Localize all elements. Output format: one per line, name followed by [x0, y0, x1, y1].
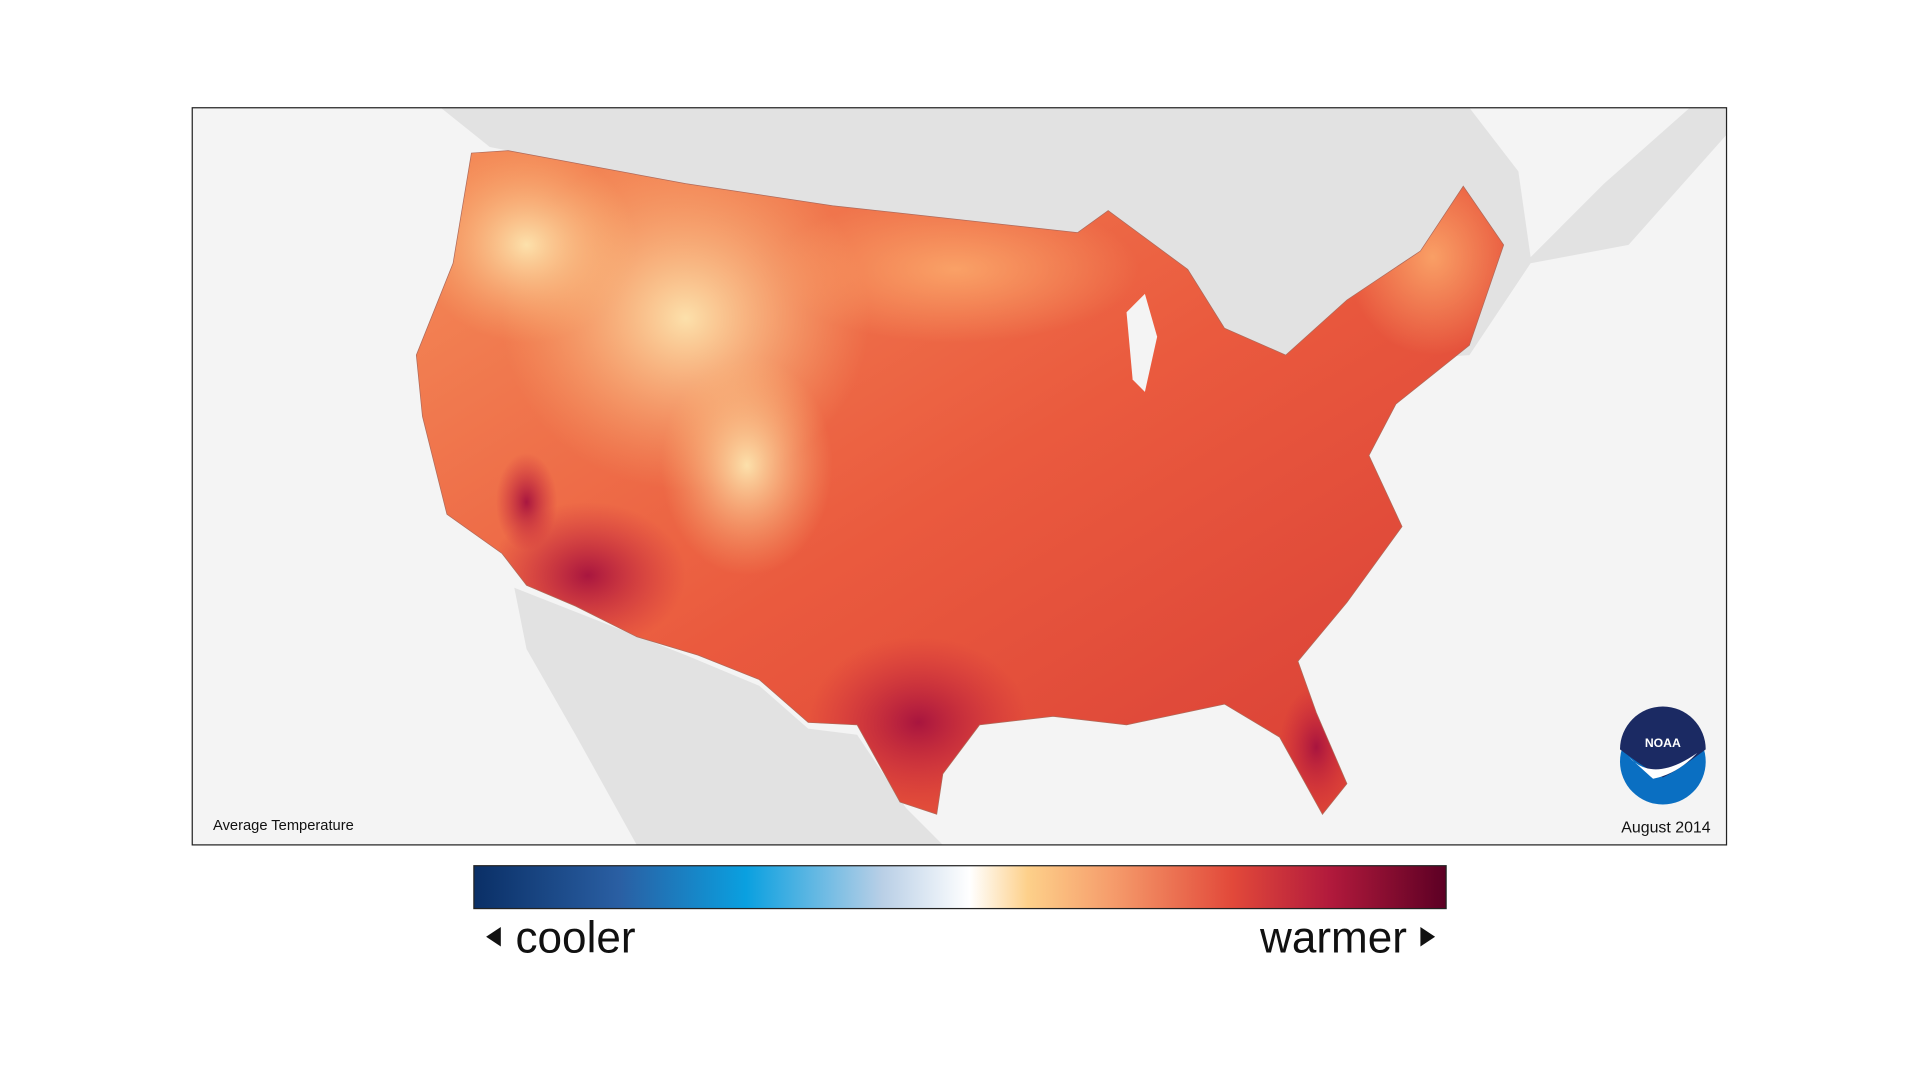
logo-text: NOAA — [1645, 736, 1681, 750]
legend-high: warmer — [1259, 914, 1407, 963]
legend-low: cooler — [516, 914, 636, 963]
cooler-arrow — [486, 926, 501, 947]
warmer-arrow — [1420, 926, 1436, 947]
map-title: Average Temperature — [213, 818, 354, 834]
map-frame — [191, 107, 1728, 846]
lake-michigan — [1126, 293, 1158, 392]
map-date: August 2014 — [1621, 820, 1710, 837]
noaa-logo: NOAA — [1620, 706, 1706, 805]
color-bar — [473, 865, 1447, 910]
